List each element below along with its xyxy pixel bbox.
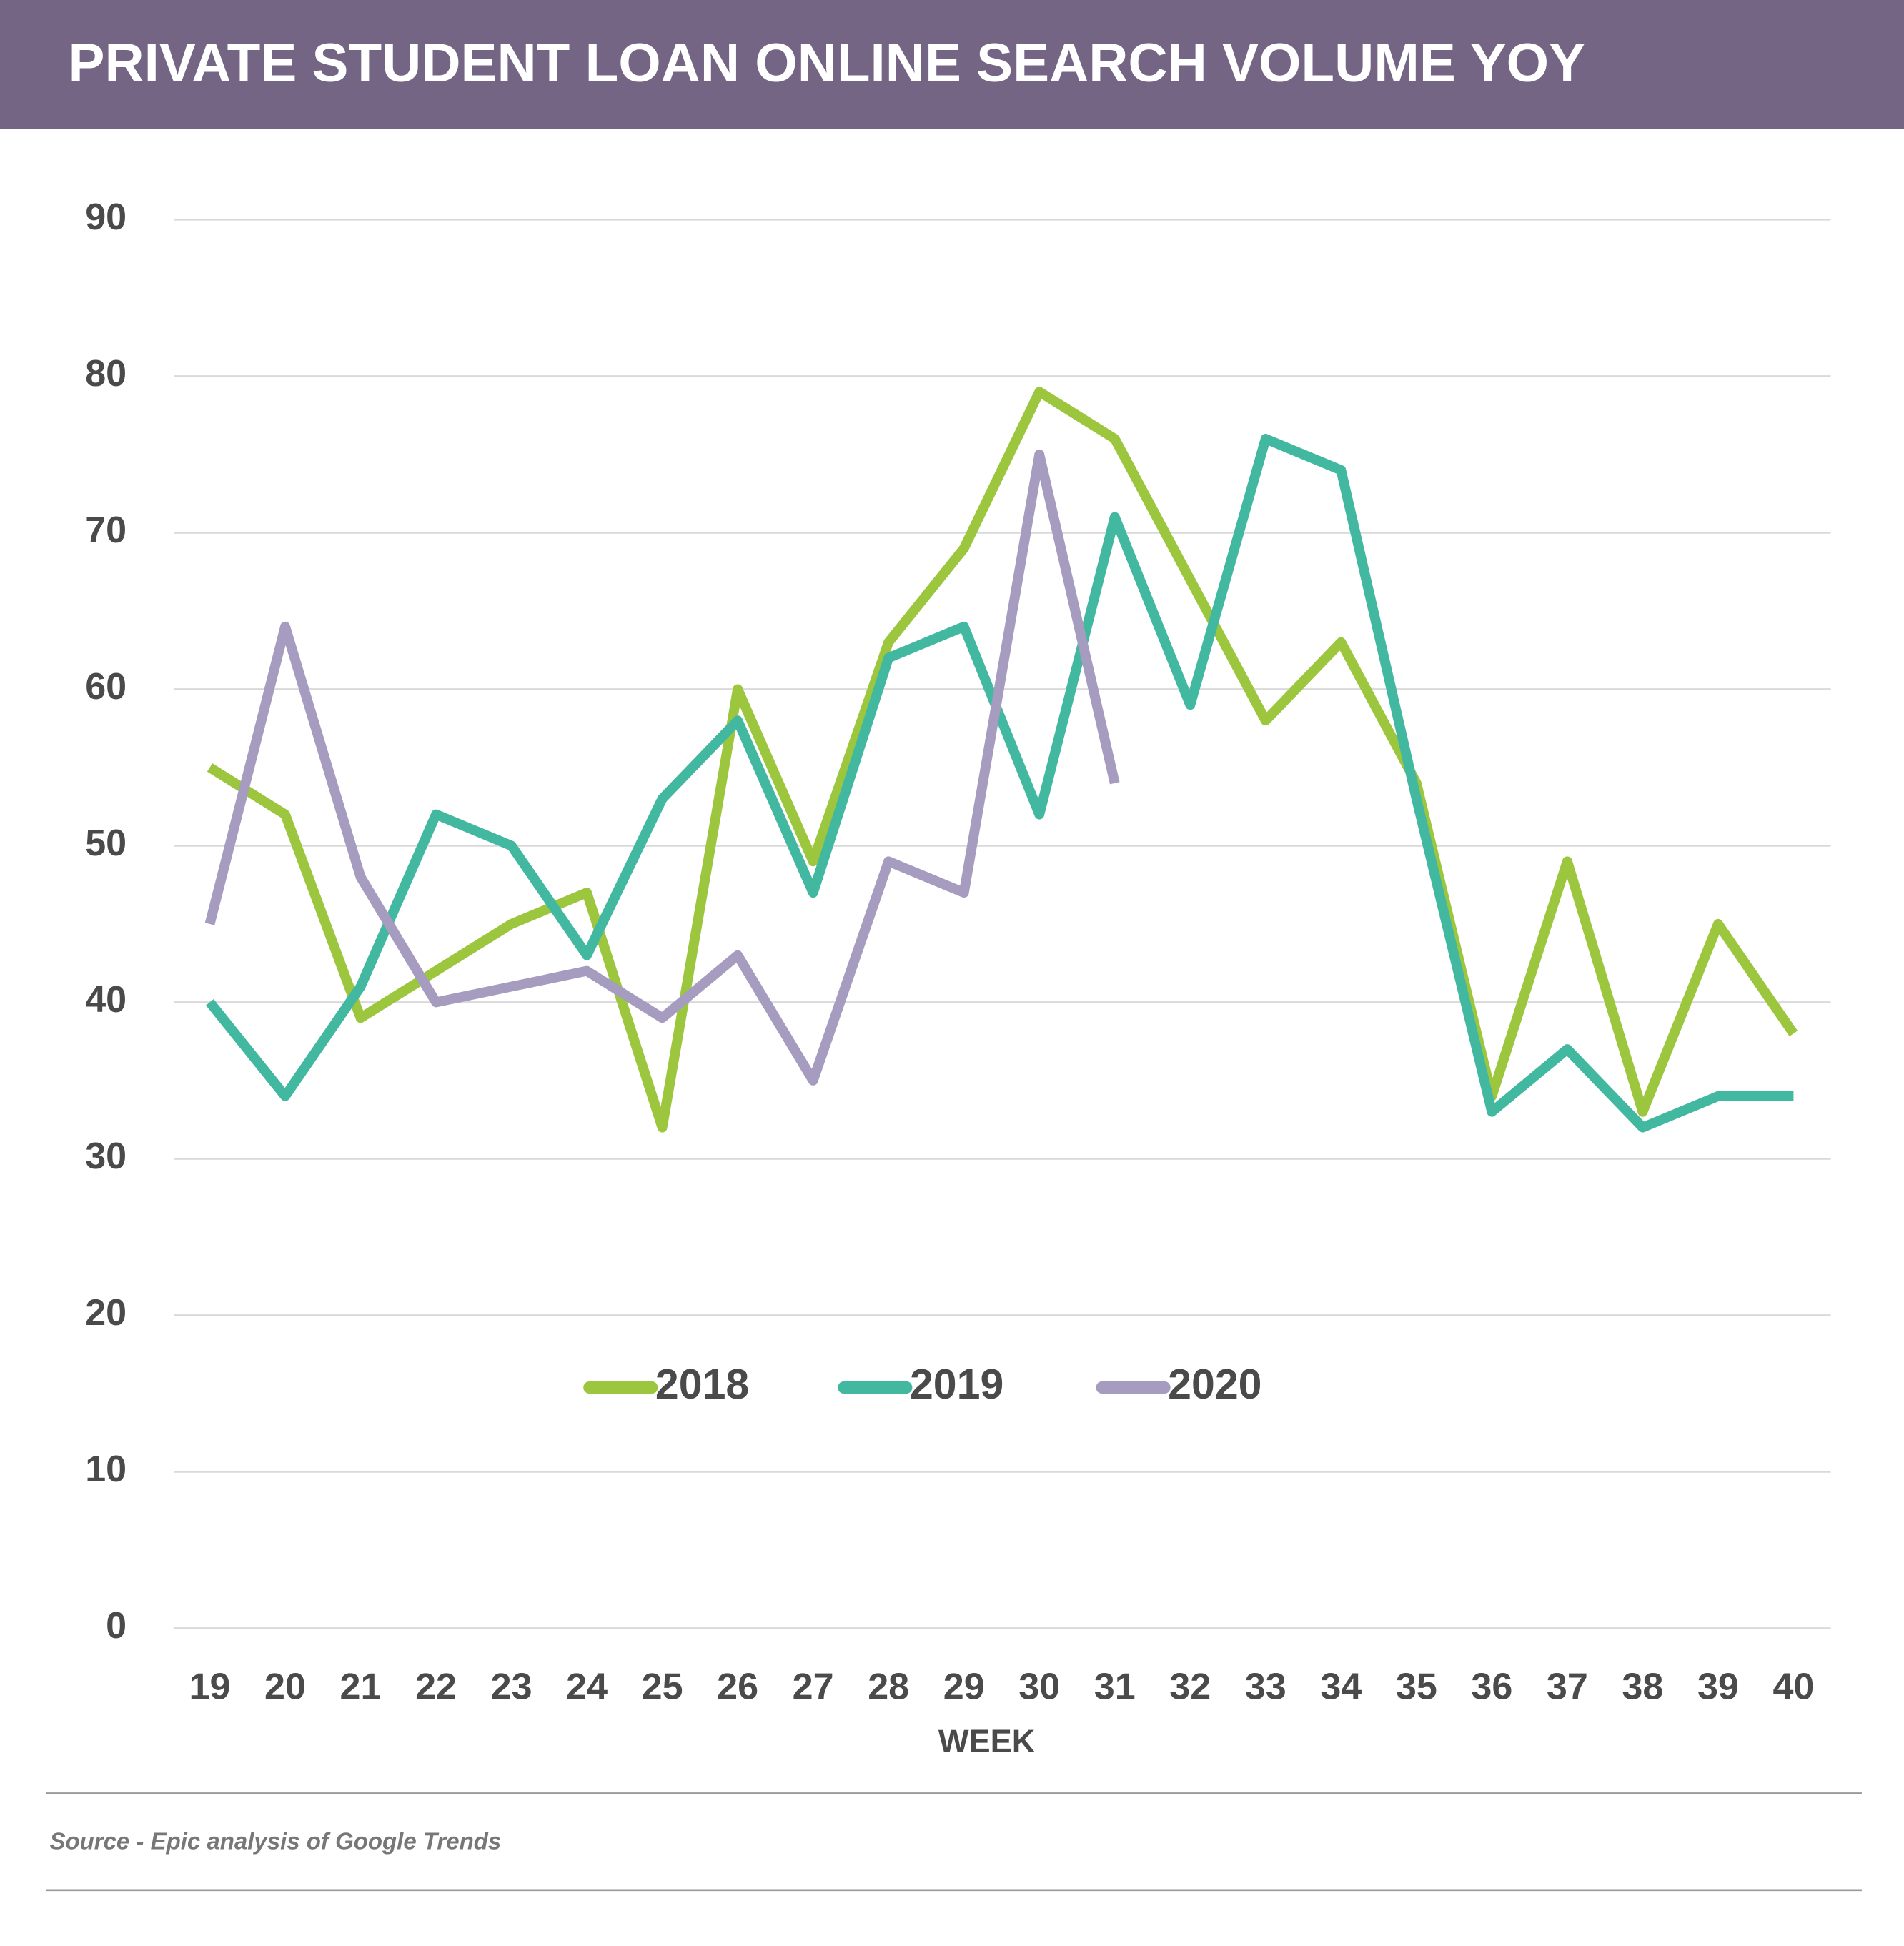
x-tick-label: 40 bbox=[1772, 1666, 1814, 1707]
x-tick-label: 36 bbox=[1471, 1666, 1512, 1707]
y-tick-label: 70 bbox=[85, 510, 127, 551]
x-tick-label: 19 bbox=[189, 1666, 231, 1707]
legend-label: 2018 bbox=[655, 1361, 749, 1408]
y-tick-label: 40 bbox=[85, 979, 127, 1021]
x-tick-label: 34 bbox=[1320, 1666, 1362, 1707]
x-tick-label: 21 bbox=[340, 1666, 382, 1707]
x-tick-label: 33 bbox=[1245, 1666, 1286, 1707]
x-tick-label: 31 bbox=[1094, 1666, 1136, 1707]
chart-title: PRIVATE STUDENT LOAN ONLINE SEARCH VOLUM… bbox=[69, 33, 1586, 94]
title-bar bbox=[0, 0, 1904, 129]
y-tick-label: 50 bbox=[85, 823, 127, 864]
y-tick-label: 20 bbox=[85, 1292, 127, 1334]
x-tick-label: 24 bbox=[566, 1666, 608, 1707]
x-tick-label: 25 bbox=[642, 1666, 683, 1707]
legend-label: 2019 bbox=[910, 1361, 1003, 1408]
data-line bbox=[206, 434, 1794, 1133]
data-line bbox=[204, 449, 1120, 1086]
x-tick-label: 20 bbox=[264, 1666, 306, 1707]
y-tick-label: 60 bbox=[85, 666, 127, 708]
x-axis-label: WEEK bbox=[938, 1723, 1036, 1759]
x-tick-label: 23 bbox=[491, 1666, 532, 1707]
y-tick-label: 90 bbox=[85, 197, 127, 238]
x-tick-label: 39 bbox=[1697, 1666, 1739, 1707]
y-tick-label: 80 bbox=[85, 353, 127, 394]
data-line bbox=[207, 387, 1798, 1133]
x-tick-label: 37 bbox=[1547, 1666, 1588, 1707]
legend-label: 2020 bbox=[1168, 1361, 1261, 1408]
x-tick-label: 28 bbox=[868, 1666, 909, 1707]
source-note: Source - Epic analysis of Google Trends bbox=[49, 1828, 501, 1855]
x-tick-label: 26 bbox=[717, 1666, 758, 1707]
y-tick-label: 30 bbox=[85, 1136, 127, 1177]
y-tick-label: 10 bbox=[85, 1449, 127, 1490]
x-tick-label: 38 bbox=[1622, 1666, 1663, 1707]
x-tick-label: 22 bbox=[415, 1666, 457, 1707]
x-tick-label: 32 bbox=[1169, 1666, 1211, 1707]
x-tick-label: 30 bbox=[1018, 1666, 1060, 1707]
y-tick-label: 0 bbox=[106, 1605, 127, 1647]
x-tick-label: 27 bbox=[793, 1666, 834, 1707]
x-tick-label: 35 bbox=[1396, 1666, 1437, 1707]
x-tick-label: 29 bbox=[943, 1666, 985, 1707]
